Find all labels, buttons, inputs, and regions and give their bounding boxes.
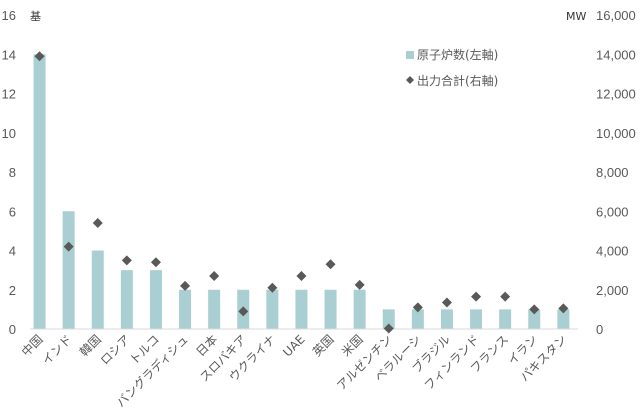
right-tick-label: 10,000	[596, 126, 636, 141]
right-tick-label: 6,000	[596, 204, 629, 219]
bar	[324, 289, 337, 329]
diamond-marker	[325, 259, 336, 270]
diamond-marker	[558, 303, 569, 314]
bar	[179, 289, 192, 329]
bar	[208, 289, 221, 329]
bar	[440, 309, 453, 329]
bar	[295, 289, 308, 329]
diamond-marker	[180, 280, 191, 291]
diamond-marker	[383, 323, 394, 334]
bar	[528, 309, 541, 329]
left-axis-ticks: 0 2 4 6 8 10 12 14 16	[2, 8, 16, 337]
diamond-marker	[267, 282, 278, 293]
legend-diamond-icon	[406, 76, 414, 84]
left-tick-label: 2	[9, 283, 16, 298]
right-tick-label: 12,000	[596, 87, 636, 102]
left-tick-label: 4	[9, 244, 16, 259]
category-label: 英国	[310, 332, 337, 359]
diamond-marker	[441, 297, 452, 308]
diamond-marker	[296, 271, 307, 282]
diamond-marker	[150, 257, 161, 268]
bar-series	[33, 54, 570, 329]
right-tick-label: 14,000	[596, 47, 636, 62]
left-axis-unit: 基	[30, 10, 41, 23]
diamond-marker	[529, 304, 540, 315]
legend-marker-label: 出力合計(右軸)	[417, 73, 498, 88]
left-tick-label: 0	[9, 322, 16, 337]
right-tick-label: 16,000	[596, 8, 636, 23]
diamond-marker	[92, 218, 103, 229]
legend-bar-label: 原子炉数(左軸)	[417, 47, 498, 62]
category-label: インド	[39, 332, 74, 367]
diamond-marker	[121, 255, 132, 266]
left-tick-label: 6	[9, 204, 16, 219]
bar	[557, 309, 570, 329]
left-tick-label: 16	[2, 8, 16, 23]
left-tick-label: 12	[2, 87, 16, 102]
left-tick-label: 14	[2, 47, 16, 62]
marker-series	[34, 51, 569, 334]
diamond-marker	[34, 51, 45, 62]
bar	[62, 211, 75, 329]
legend-bar-swatch	[406, 51, 414, 59]
bar	[120, 270, 133, 329]
right-tick-label: 2,000	[596, 283, 629, 298]
bar	[499, 309, 512, 329]
right-axis-ticks: 0 2,000 4,000 6,000 8,000 10,000 12,000 14,000 1…	[596, 8, 636, 337]
bar	[149, 270, 162, 329]
legend: 原子炉数(左軸) 出力合計(右軸)	[406, 47, 498, 88]
bar	[411, 309, 424, 329]
bar	[33, 54, 46, 329]
bar	[470, 309, 483, 329]
left-tick-label: 8	[9, 165, 16, 180]
diamond-marker	[500, 291, 511, 302]
right-tick-label: 8,000	[596, 165, 629, 180]
diamond-marker	[238, 306, 249, 317]
diamond-marker	[63, 241, 74, 252]
bar	[91, 250, 104, 329]
bar	[353, 289, 366, 329]
category-label: UAE	[280, 332, 307, 359]
bar	[382, 309, 395, 329]
right-tick-label: 4,000	[596, 244, 629, 259]
diamond-marker	[471, 291, 482, 302]
diamond-marker	[412, 302, 423, 313]
category-label: ロシア	[98, 332, 133, 367]
left-tick-label: 10	[2, 126, 16, 141]
diamond-marker	[354, 279, 365, 290]
right-axis-unit: MW	[566, 10, 586, 23]
right-tick-label: 0	[596, 322, 603, 337]
diamond-marker	[209, 271, 220, 282]
bar	[266, 289, 279, 329]
